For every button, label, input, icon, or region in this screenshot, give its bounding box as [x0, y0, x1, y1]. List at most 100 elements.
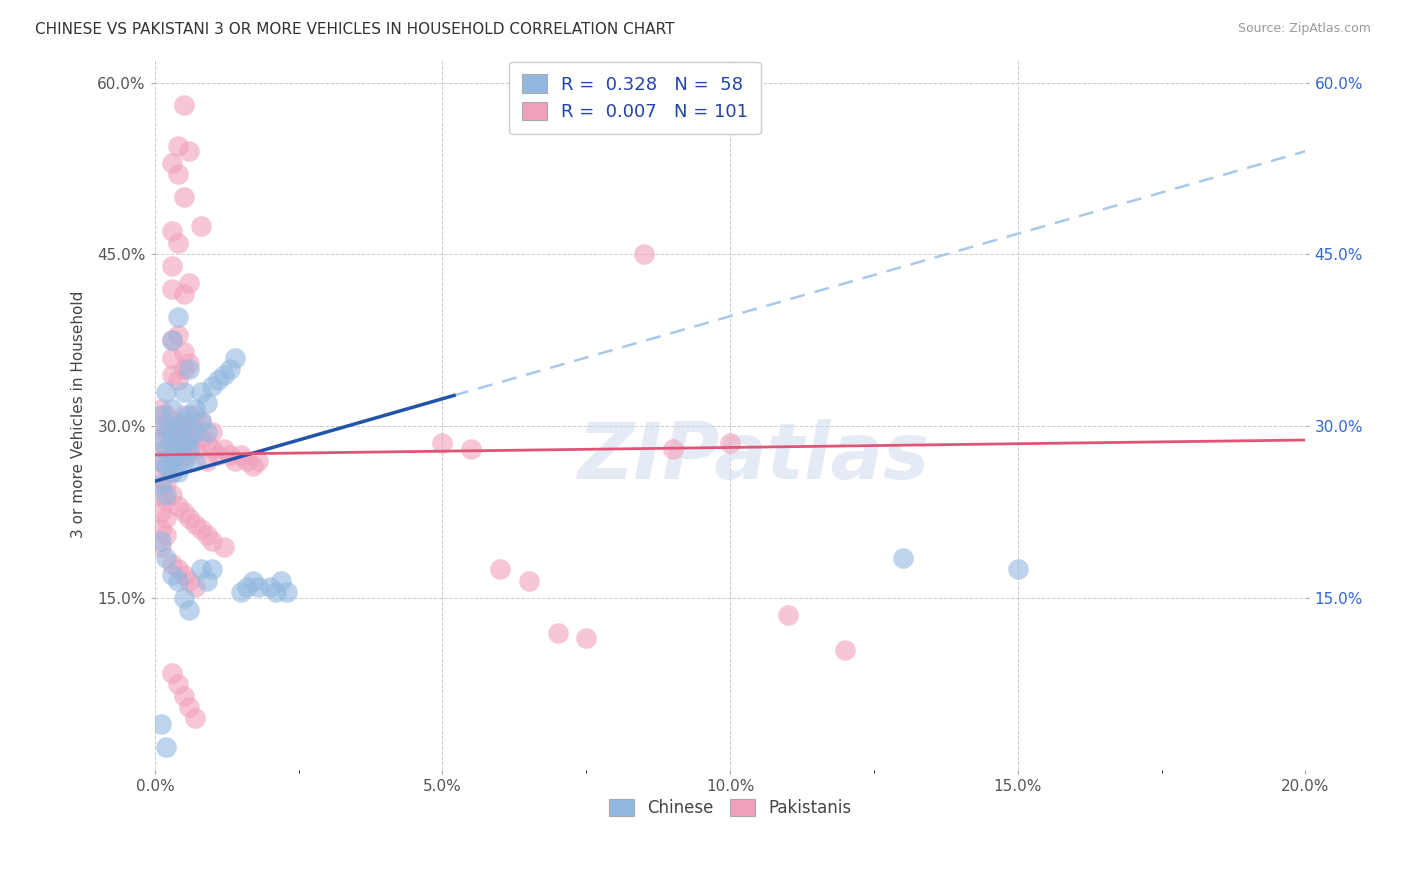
Point: [179, 448, 201, 462]
Point: [149, 717, 172, 731]
Point: [633, 247, 655, 261]
Point: [184, 408, 207, 422]
Point: [160, 334, 183, 348]
Point: [231, 448, 253, 462]
Point: [155, 551, 177, 566]
Point: [149, 453, 172, 467]
Point: [179, 574, 201, 588]
Point: [155, 493, 177, 508]
Point: [160, 334, 183, 348]
Point: [167, 167, 190, 181]
Point: [167, 419, 190, 434]
Point: [179, 602, 201, 616]
Point: [173, 287, 195, 301]
Text: ZIPatlas: ZIPatlas: [576, 419, 929, 495]
Point: [575, 632, 598, 646]
Point: [179, 436, 201, 450]
Point: [160, 465, 183, 479]
Point: [160, 488, 183, 502]
Point: [231, 585, 253, 599]
Point: [195, 425, 218, 439]
Point: [167, 574, 190, 588]
Point: [891, 551, 914, 566]
Point: [160, 425, 183, 439]
Point: [190, 219, 212, 233]
Point: [247, 453, 270, 467]
Point: [179, 408, 201, 422]
Point: [167, 500, 190, 514]
Point: [173, 190, 195, 204]
Point: [149, 522, 172, 536]
Point: [236, 580, 259, 594]
Point: [173, 591, 195, 606]
Point: [167, 562, 190, 576]
Point: [184, 516, 207, 531]
Point: [160, 224, 183, 238]
Text: CHINESE VS PAKISTANI 3 OR MORE VEHICLES IN HOUSEHOLD CORRELATION CHART: CHINESE VS PAKISTANI 3 OR MORE VEHICLES …: [35, 22, 675, 37]
Point: [160, 448, 183, 462]
Point: [718, 436, 741, 450]
Point: [195, 453, 218, 467]
Point: [167, 373, 190, 387]
Point: [160, 665, 183, 680]
Point: [201, 379, 224, 393]
Point: [184, 402, 207, 417]
Point: [173, 505, 195, 519]
Point: [242, 574, 264, 588]
Point: [201, 533, 224, 548]
Point: [167, 453, 190, 467]
Point: [190, 431, 212, 445]
Point: [184, 425, 207, 439]
Point: [149, 476, 172, 491]
Point: [167, 448, 190, 462]
Point: [190, 413, 212, 427]
Point: [155, 442, 177, 457]
Point: [160, 413, 183, 427]
Point: [160, 351, 183, 365]
Point: [184, 580, 207, 594]
Point: [173, 436, 195, 450]
Point: [167, 677, 190, 691]
Point: [155, 408, 177, 422]
Point: [167, 436, 190, 450]
Point: [179, 276, 201, 290]
Point: [167, 138, 190, 153]
Point: [160, 259, 183, 273]
Point: [160, 436, 183, 450]
Point: [179, 419, 201, 434]
Point: [190, 384, 212, 399]
Point: [149, 436, 172, 450]
Point: [160, 368, 183, 382]
Point: [270, 574, 292, 588]
Point: [184, 453, 207, 467]
Point: [195, 528, 218, 542]
Point: [167, 235, 190, 250]
Point: [155, 511, 177, 525]
Point: [1007, 562, 1029, 576]
Legend: Chinese, Pakistanis: Chinese, Pakistanis: [600, 791, 860, 826]
Point: [167, 327, 190, 342]
Y-axis label: 3 or more Vehicles in Household: 3 or more Vehicles in Household: [72, 291, 86, 539]
Point: [149, 540, 172, 554]
Point: [155, 528, 177, 542]
Point: [247, 580, 270, 594]
Point: [207, 448, 229, 462]
Point: [160, 282, 183, 296]
Point: [160, 568, 183, 582]
Point: [160, 155, 183, 169]
Point: [173, 568, 195, 582]
Point: [149, 505, 172, 519]
Point: [207, 373, 229, 387]
Point: [155, 476, 177, 491]
Point: [224, 453, 246, 467]
Point: [547, 625, 569, 640]
Point: [195, 574, 218, 588]
Point: [155, 459, 177, 474]
Point: [179, 442, 201, 457]
Point: [173, 344, 195, 359]
Point: [173, 453, 195, 467]
Point: [184, 442, 207, 457]
Point: [160, 402, 183, 417]
Point: [155, 419, 177, 434]
Point: [212, 442, 235, 457]
